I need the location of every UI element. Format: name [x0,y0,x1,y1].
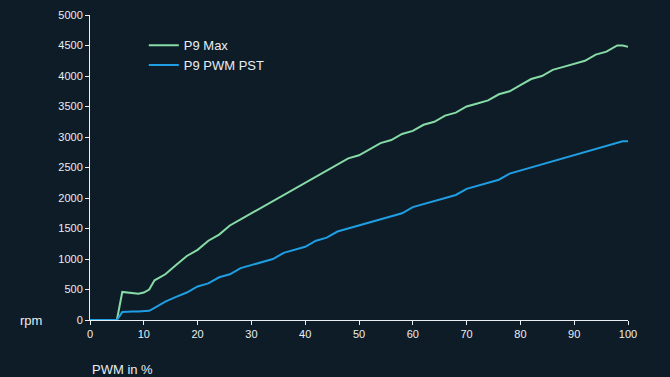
svg-text:30: 30 [245,328,257,340]
svg-text:0: 0 [77,314,83,326]
svg-text:20: 20 [191,328,203,340]
svg-text:80: 80 [514,328,526,340]
svg-text:2500: 2500 [58,161,82,173]
svg-text:4000: 4000 [58,70,82,82]
svg-text:3000: 3000 [58,131,82,143]
svg-text:70: 70 [460,328,472,340]
svg-text:10: 10 [138,328,150,340]
svg-text:P9 PWM PST: P9 PWM PST [184,58,264,73]
svg-text:100: 100 [619,328,637,340]
svg-text:40: 40 [299,328,311,340]
svg-text:500: 500 [64,283,82,295]
svg-text:0: 0 [87,328,93,340]
svg-text:P9 Max: P9 Max [184,38,229,53]
svg-text:rpm: rpm [20,313,42,328]
svg-text:1500: 1500 [58,222,82,234]
svg-text:50: 50 [353,328,365,340]
svg-text:2000: 2000 [58,192,82,204]
svg-text:3500: 3500 [58,100,82,112]
svg-text:90: 90 [568,328,580,340]
svg-text:5000: 5000 [58,9,82,21]
svg-text:PWM in %: PWM in % [92,362,153,377]
svg-text:1000: 1000 [58,253,82,265]
svg-text:60: 60 [407,328,419,340]
svg-text:4500: 4500 [58,39,82,51]
